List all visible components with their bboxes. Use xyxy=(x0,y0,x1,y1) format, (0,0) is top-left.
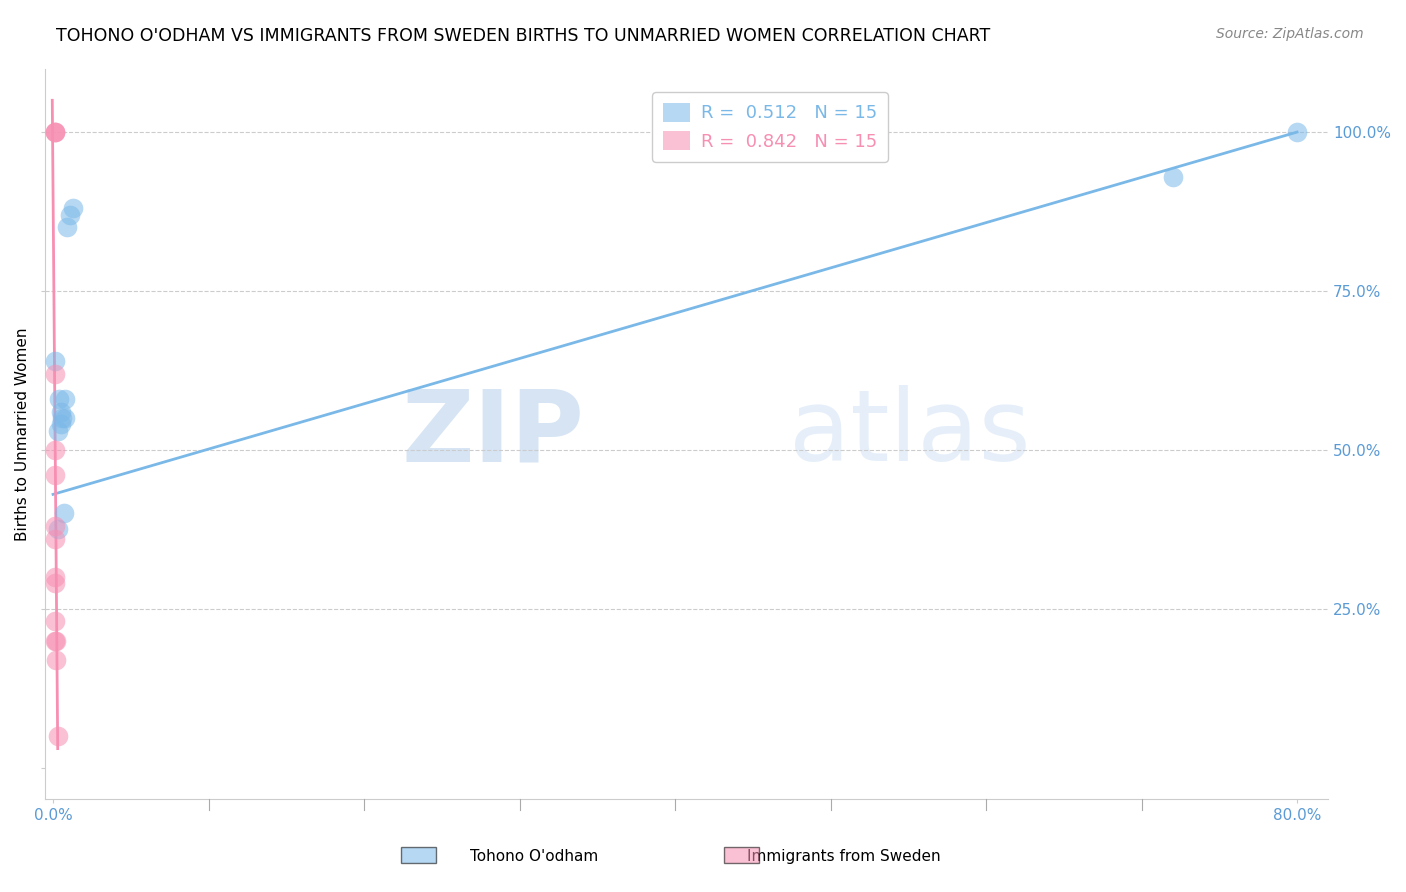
Text: Source: ZipAtlas.com: Source: ZipAtlas.com xyxy=(1216,27,1364,41)
Point xyxy=(46,522,69,536)
Point xyxy=(45,652,67,666)
Point xyxy=(44,442,66,457)
Point xyxy=(44,532,66,546)
Point xyxy=(55,392,77,406)
Text: TOHONO O'ODHAM VS IMMIGRANTS FROM SWEDEN BIRTHS TO UNMARRIED WOMEN CORRELATION C: TOHONO O'ODHAM VS IMMIGRANTS FROM SWEDEN… xyxy=(56,27,990,45)
Point xyxy=(46,424,69,438)
Point xyxy=(44,468,66,483)
Point xyxy=(46,729,69,743)
Text: ZIP: ZIP xyxy=(401,385,583,483)
Point xyxy=(1286,125,1309,139)
Point xyxy=(44,367,66,381)
Point xyxy=(59,208,82,222)
Point xyxy=(44,354,66,368)
Text: atlas: atlas xyxy=(789,385,1031,483)
Point xyxy=(55,411,77,425)
Point xyxy=(44,615,66,629)
Point xyxy=(49,417,72,432)
Point xyxy=(44,125,66,139)
Point xyxy=(52,507,75,521)
Point xyxy=(44,576,66,591)
Point xyxy=(56,220,79,235)
Point xyxy=(44,125,66,139)
Point xyxy=(51,411,73,425)
Point xyxy=(44,633,66,648)
Point xyxy=(1161,169,1184,184)
Point xyxy=(62,202,84,216)
Point xyxy=(44,570,66,584)
Point xyxy=(44,125,66,139)
Text: Tohono O'odham: Tohono O'odham xyxy=(470,849,599,863)
Y-axis label: Births to Unmarried Women: Births to Unmarried Women xyxy=(15,327,30,541)
Point xyxy=(49,405,72,419)
Point xyxy=(48,392,70,406)
Point xyxy=(45,633,67,648)
Point xyxy=(44,519,66,533)
Legend: R =  0.512   N = 15, R =  0.842   N = 15: R = 0.512 N = 15, R = 0.842 N = 15 xyxy=(652,92,889,161)
Text: Immigrants from Sweden: Immigrants from Sweden xyxy=(747,849,941,863)
